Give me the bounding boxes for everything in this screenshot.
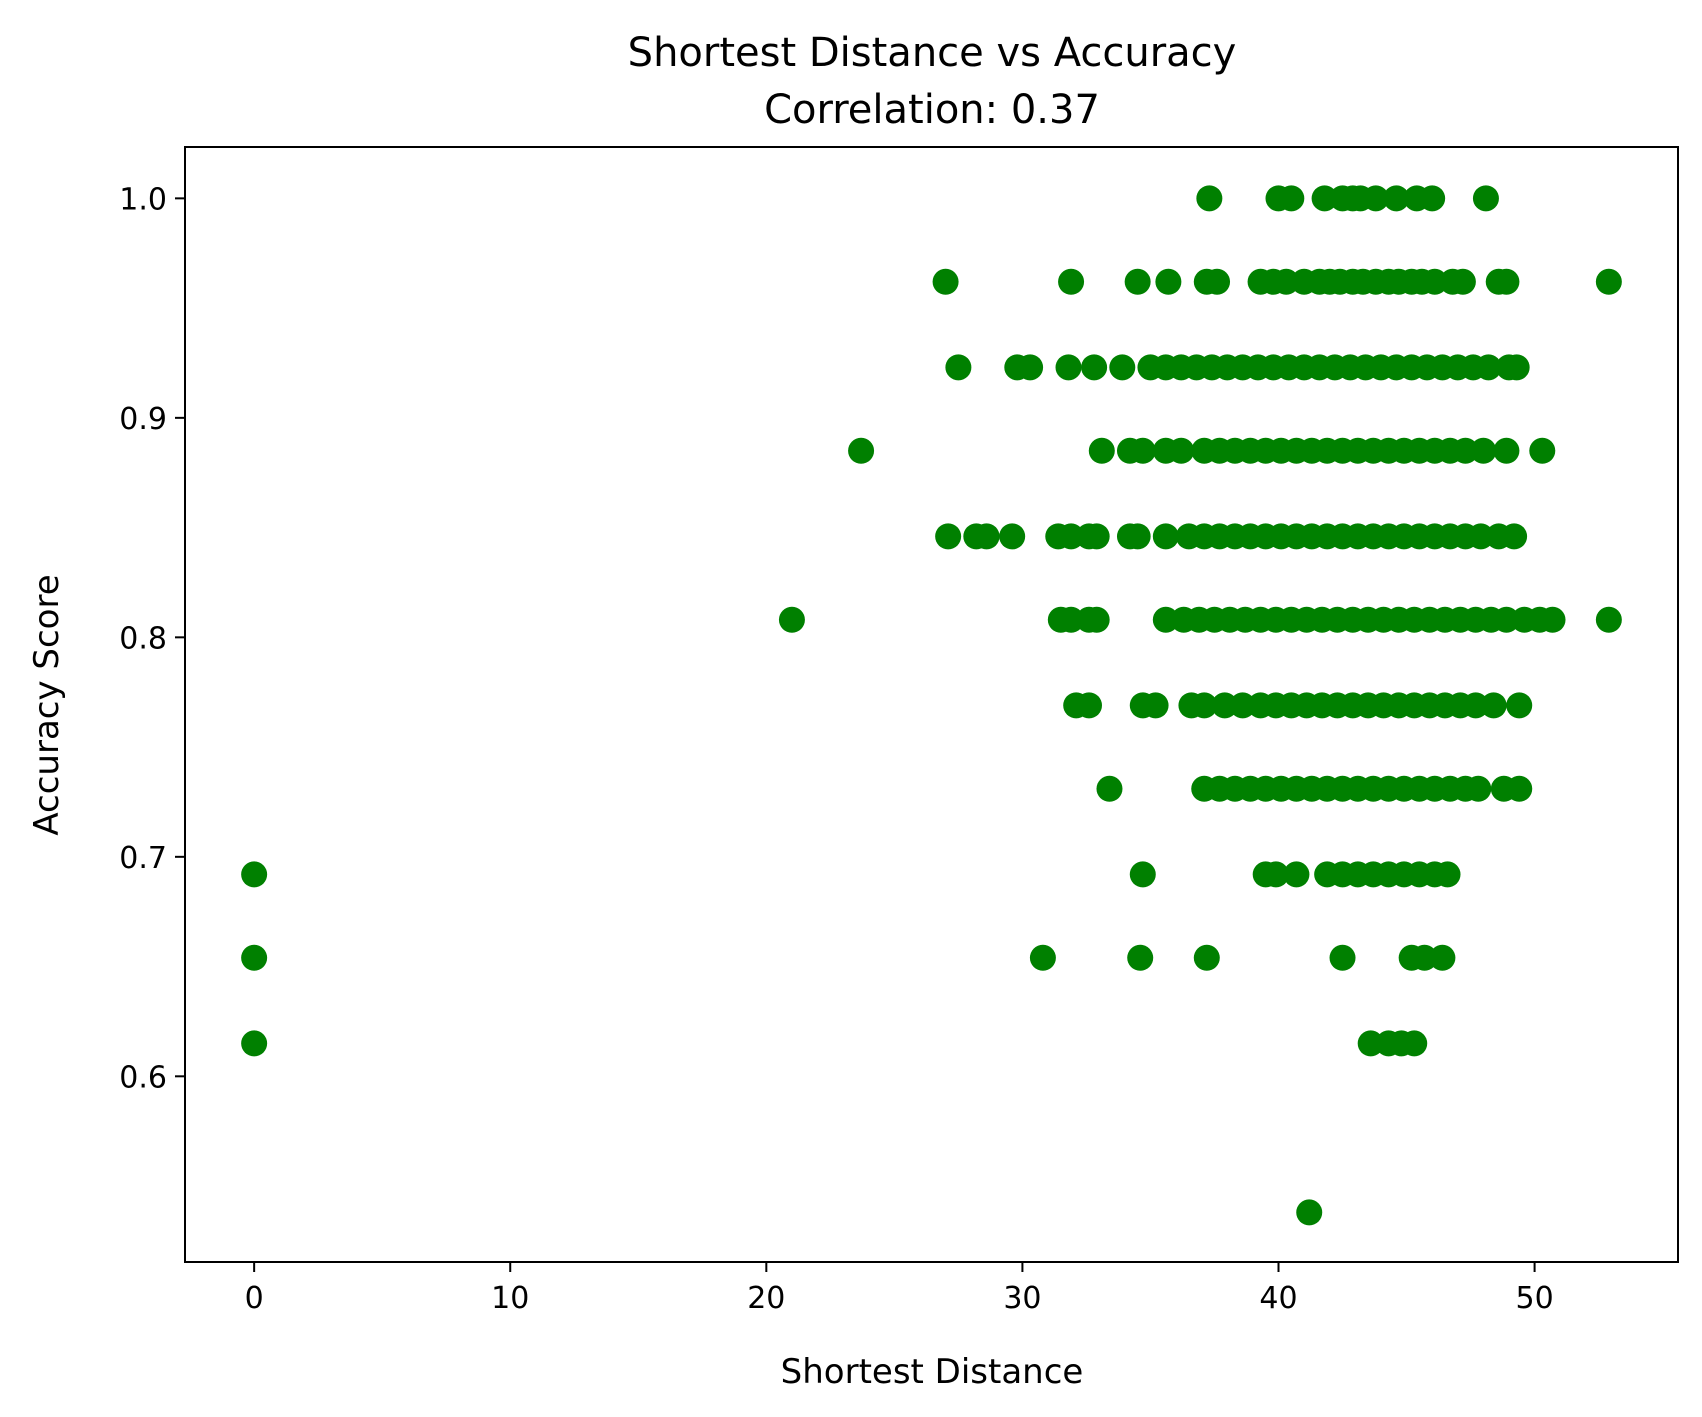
data-point [1595,268,1622,295]
data-point [1081,354,1108,381]
data-point [945,354,972,381]
data-point [1595,606,1622,633]
data-point [932,268,959,295]
data-point [1493,606,1520,633]
x-tick-label: 10 [491,1281,529,1316]
data-point [1401,1030,1428,1057]
data-point [1493,268,1520,295]
data-point [1109,354,1136,381]
data-point [1083,523,1110,550]
data-point [1329,944,1356,971]
data-point [778,606,805,633]
data-point [1429,944,1456,971]
data-point [1058,268,1085,295]
data-point [1421,268,1448,295]
data-point [1152,606,1179,633]
data-point [1029,944,1056,971]
data-points [241,185,1622,1226]
data-point [973,523,1000,550]
data-point [1465,775,1492,802]
data-point [1193,944,1220,971]
data-point [1129,861,1156,888]
data-point [1124,523,1151,550]
data-point [935,523,962,550]
data-point [1357,1030,1384,1057]
data-point [1452,437,1479,464]
x-tick-label: 20 [747,1281,785,1316]
data-point [1480,692,1507,719]
data-point [1470,437,1497,464]
data-point [1475,354,1502,381]
data-point [1449,268,1476,295]
data-point [1311,185,1338,212]
y-tick-label: 0.8 [119,621,167,656]
data-point [1278,185,1305,212]
data-point [1055,354,1082,381]
x-tick-label: 40 [1259,1281,1297,1316]
data-point [1539,606,1566,633]
data-point [1168,437,1195,464]
data-point [1142,692,1169,719]
x-tick-label: 0 [245,1281,264,1316]
data-point [1283,861,1310,888]
data-point [848,437,875,464]
y-axis-label: Accuracy Score [27,574,67,835]
data-point [1273,268,1300,295]
data-point [1262,861,1289,888]
data-point [1529,437,1556,464]
data-point [1196,185,1223,212]
x-axis: 0 10 20 30 40 50 [245,1262,1554,1316]
data-point [1155,268,1182,295]
data-point [1472,185,1499,212]
data-point [1419,185,1446,212]
chart-subtitle: Correlation: 0.37 [764,87,1100,133]
data-point [1493,437,1520,464]
data-point [1503,354,1530,381]
data-point [1362,185,1389,212]
data-point [1017,354,1044,381]
data-point [241,944,268,971]
data-point [1129,437,1156,464]
data-point [1434,861,1461,888]
plot-frame [184,146,1679,1263]
data-point [241,1030,268,1057]
data-point [1229,692,1256,719]
chart-title: Shortest Distance vs Accuracy [628,30,1237,76]
data-point [1152,523,1179,550]
data-point [1506,692,1533,719]
x-tick-label: 50 [1515,1281,1553,1316]
data-point [1506,775,1533,802]
y-tick-label: 0.7 [119,841,167,876]
data-point [1411,944,1438,971]
data-point [1058,523,1085,550]
data-point [1127,944,1154,971]
y-tick-label: 1.0 [119,182,167,217]
data-point [1075,692,1102,719]
y-axis: 0.6 0.7 0.8 0.9 1.0 [119,182,185,1095]
data-point [1204,268,1231,295]
data-point [1211,692,1238,719]
data-point [1501,523,1528,550]
y-tick-label: 0.9 [119,402,167,437]
y-tick-label: 0.6 [119,1060,167,1095]
data-point [1096,775,1123,802]
data-point [241,861,268,888]
data-point [1383,185,1410,212]
data-point [1088,437,1115,464]
data-point [1058,606,1085,633]
data-point [1467,523,1494,550]
data-point [1191,692,1218,719]
x-axis-label: Shortest Distance [781,1352,1084,1392]
data-point [1296,1199,1323,1226]
data-point [1124,268,1151,295]
data-point [1083,606,1110,633]
x-tick-label: 30 [1003,1281,1041,1316]
data-point [999,523,1026,550]
data-point [1462,692,1489,719]
